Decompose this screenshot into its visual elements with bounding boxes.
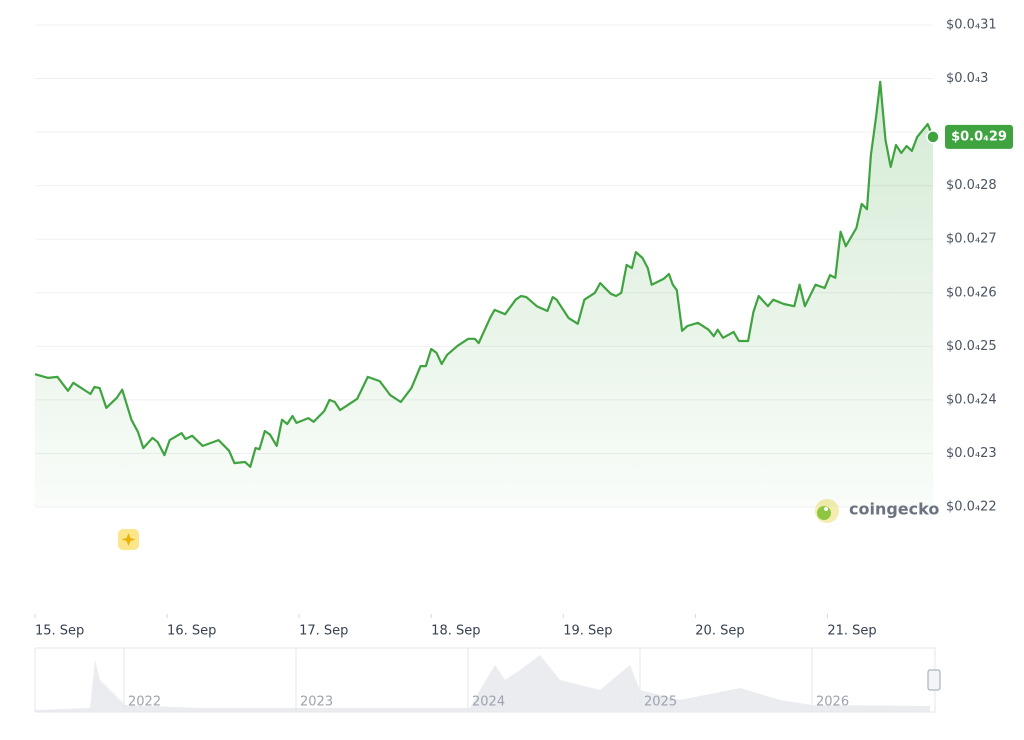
price-badge-label: $0.0₄29: [951, 129, 1007, 144]
y-tick-label: $0.0₄23: [946, 446, 997, 461]
y-tick-label: $0.0₄31: [946, 18, 997, 33]
price-line: [34, 80, 935, 468]
y-tick-label: $0.0₄24: [946, 392, 997, 407]
y-tick-label: $0.0₄27: [946, 232, 997, 247]
x-tick-label: 16. Sep: [167, 624, 216, 639]
y-tick-label: $0.0₄26: [946, 285, 997, 300]
last-point: [926, 130, 940, 144]
x-tick-label: 18. Sep: [431, 624, 480, 639]
x-tick-label: 21. Sep: [827, 624, 876, 639]
x-tick-label: 19. Sep: [563, 624, 612, 639]
navigator-year: 2022: [128, 695, 161, 710]
navigator-year: 2023: [300, 695, 333, 710]
y-tick-label: $0.0₄28: [946, 178, 997, 193]
navigator[interactable]: [34, 647, 941, 713]
price-badge: [945, 124, 1013, 149]
y-tick-label: $0.0₄3: [946, 71, 988, 86]
navigator-year: 2025: [644, 695, 677, 710]
x-tick-label: 15. Sep: [35, 624, 84, 639]
x-tick-label: 17. Sep: [299, 624, 348, 639]
price-area: [35, 81, 933, 508]
y-tick-label: $0.0₄25: [946, 339, 997, 354]
y-tick-label: $0.0₄22: [946, 500, 997, 515]
navigator-year: 2026: [816, 695, 849, 710]
navigator-year: 2024: [472, 695, 505, 710]
x-tick-label: 20. Sep: [695, 624, 744, 639]
event-icon[interactable]: [118, 529, 139, 550]
